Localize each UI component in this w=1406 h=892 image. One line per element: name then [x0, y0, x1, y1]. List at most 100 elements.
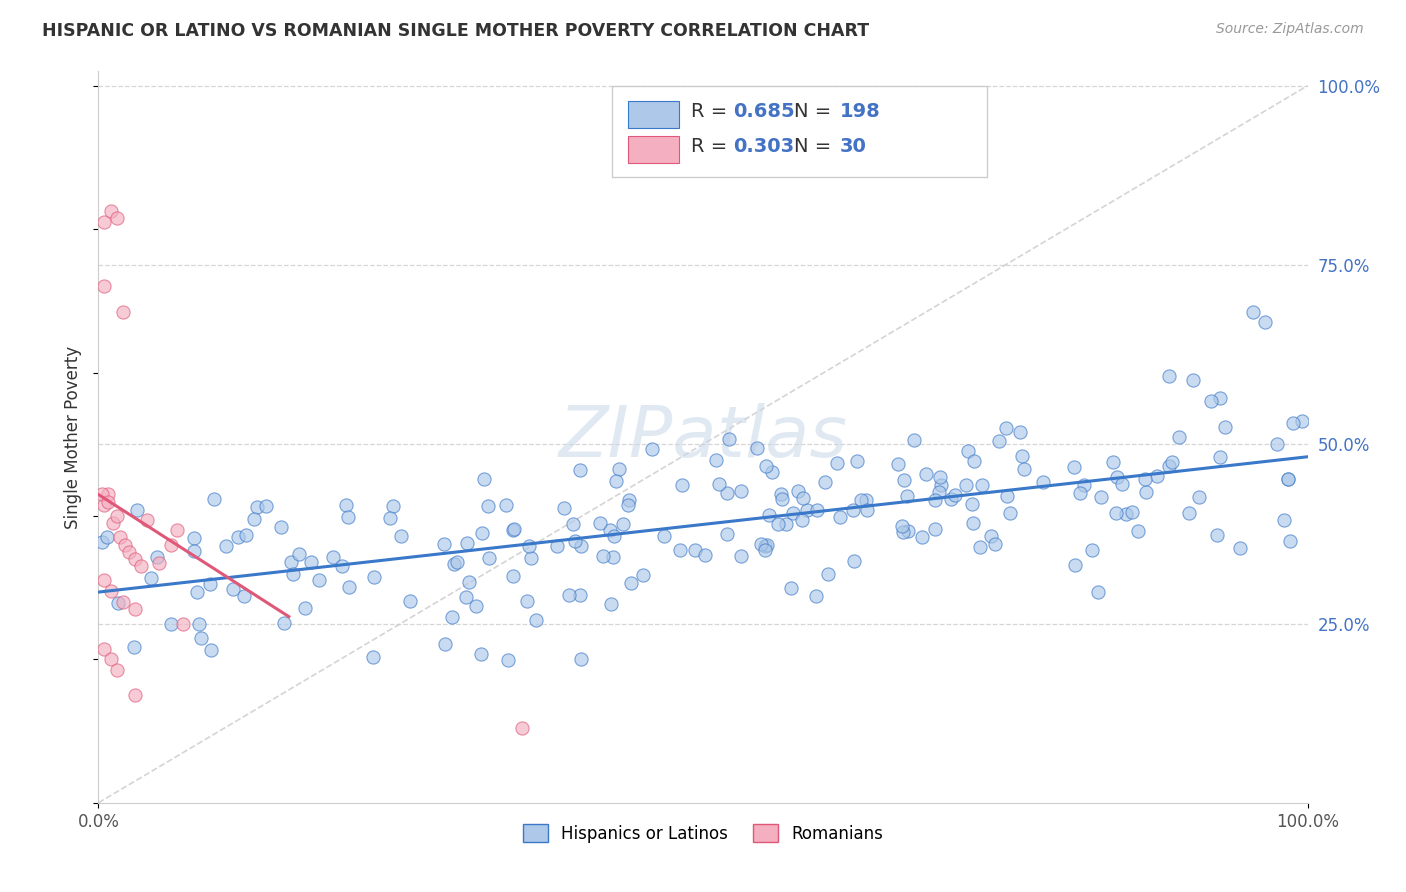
FancyBboxPatch shape — [628, 102, 679, 128]
Point — [768, 517, 790, 532]
Point — [118, 545, 141, 559]
Point — [855, 492, 877, 507]
Point — [433, 537, 456, 551]
Point — [730, 483, 752, 498]
Point — [1291, 413, 1313, 427]
Point — [617, 493, 640, 508]
Point — [1115, 507, 1137, 521]
Point — [524, 613, 547, 627]
Point — [787, 484, 810, 499]
Point — [617, 498, 640, 512]
Point — [446, 555, 468, 569]
Point — [716, 527, 738, 541]
Point — [93, 215, 115, 229]
Point — [804, 589, 827, 603]
Point — [1167, 430, 1189, 444]
FancyBboxPatch shape — [613, 86, 987, 178]
Point — [1282, 416, 1305, 430]
Point — [1277, 472, 1299, 486]
Point — [924, 522, 946, 536]
Point — [620, 575, 643, 590]
Point — [222, 582, 245, 596]
Point — [600, 597, 623, 611]
Point — [1272, 513, 1295, 527]
Point — [769, 487, 792, 501]
Point — [939, 492, 962, 507]
Point — [235, 527, 257, 541]
Point — [1182, 374, 1205, 388]
Point — [568, 588, 591, 602]
Text: 30: 30 — [839, 137, 866, 156]
Point — [471, 525, 494, 540]
Point — [502, 523, 524, 537]
Point — [172, 616, 194, 631]
Point — [671, 478, 693, 492]
Point — [254, 499, 277, 513]
Point — [139, 571, 162, 585]
Point — [1254, 315, 1277, 329]
Point — [995, 421, 1018, 435]
Point — [183, 544, 205, 558]
Point — [749, 537, 772, 551]
Point — [825, 456, 848, 470]
Point — [146, 550, 169, 565]
Point — [972, 478, 994, 492]
Point — [280, 555, 302, 569]
Point — [640, 442, 662, 456]
Point — [465, 599, 488, 613]
Point — [1011, 449, 1033, 463]
Point — [980, 529, 1002, 543]
Point — [233, 589, 256, 603]
Point — [1178, 506, 1201, 520]
Point — [1229, 541, 1251, 555]
Point — [685, 543, 707, 558]
Point — [557, 588, 579, 602]
Point — [308, 574, 330, 588]
Point — [891, 524, 914, 539]
Point — [1105, 470, 1128, 484]
Point — [546, 539, 568, 553]
Point — [995, 489, 1018, 503]
Point — [561, 517, 583, 532]
Point — [943, 488, 966, 502]
Point — [1135, 472, 1157, 486]
Point — [845, 454, 868, 468]
Point — [612, 517, 634, 532]
Point — [963, 454, 986, 468]
Text: HISPANIC OR LATINO VS ROMANIAN SINGLE MOTHER POVERTY CORRELATION CHART: HISPANIC OR LATINO VS ROMANIAN SINGLE MO… — [42, 22, 869, 40]
Point — [1087, 585, 1109, 599]
Point — [897, 524, 920, 539]
Point — [891, 519, 914, 533]
Point — [226, 530, 249, 544]
Point — [718, 432, 741, 446]
Point — [160, 538, 183, 552]
Point — [458, 574, 481, 589]
Point — [1157, 369, 1180, 384]
Point — [887, 457, 910, 471]
Point — [796, 502, 818, 516]
Point — [553, 501, 575, 516]
Point — [127, 503, 149, 517]
Point — [842, 554, 865, 568]
Point — [564, 533, 586, 548]
Point — [183, 531, 205, 545]
Point — [652, 529, 675, 543]
Point — [770, 491, 793, 506]
Point — [243, 512, 266, 526]
Point — [129, 559, 152, 574]
Point — [100, 652, 122, 666]
Point — [754, 542, 776, 557]
Point — [1267, 437, 1289, 451]
Point — [756, 538, 779, 552]
Point — [609, 462, 631, 476]
Point — [730, 549, 752, 563]
Point — [716, 486, 738, 500]
Point — [924, 493, 946, 508]
Point — [602, 549, 624, 564]
Point — [186, 585, 208, 599]
Point — [470, 647, 492, 661]
Point — [335, 498, 357, 512]
Point — [200, 642, 222, 657]
Point — [93, 574, 115, 588]
Text: ZIPatlas: ZIPatlas — [558, 402, 848, 472]
